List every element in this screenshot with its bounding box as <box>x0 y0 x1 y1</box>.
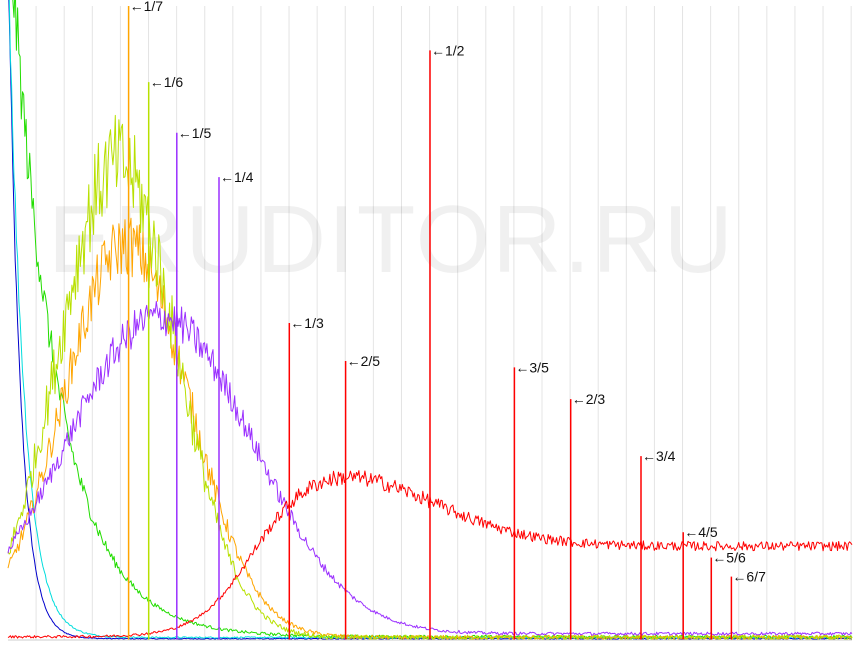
peak-label-0: ←1/7 <box>130 0 164 14</box>
peak-label-7: ←3/5 <box>515 359 549 375</box>
peak-label-3: ←1/4 <box>220 169 254 185</box>
peak-label-9: ←3/4 <box>642 448 676 464</box>
peak-label-5: ←2/5 <box>347 353 381 369</box>
peak-label-1: ←1/6 <box>150 74 184 90</box>
peak-label-8: ←2/3 <box>572 391 606 407</box>
peak-label-6: ←1/2 <box>431 42 465 58</box>
peak-label-2: ←1/5 <box>178 125 212 141</box>
peak-label-11: ←5/6 <box>712 550 746 566</box>
watermark-text: ERUDITOR.RU <box>48 186 735 293</box>
grid <box>35 6 852 640</box>
peak-layer <box>127 6 733 640</box>
peak-label-12: ←6/7 <box>732 569 766 585</box>
peak-label-4: ←1/3 <box>290 315 324 331</box>
peak-labels: ←1/7 ←1/6 ←1/5 ←1/4 ←1/3 ←2/5 ←1/2 ←3/5 ←2/3 ←3/4… <box>130 0 766 585</box>
peak-label-10: ←4/5 <box>684 524 718 540</box>
